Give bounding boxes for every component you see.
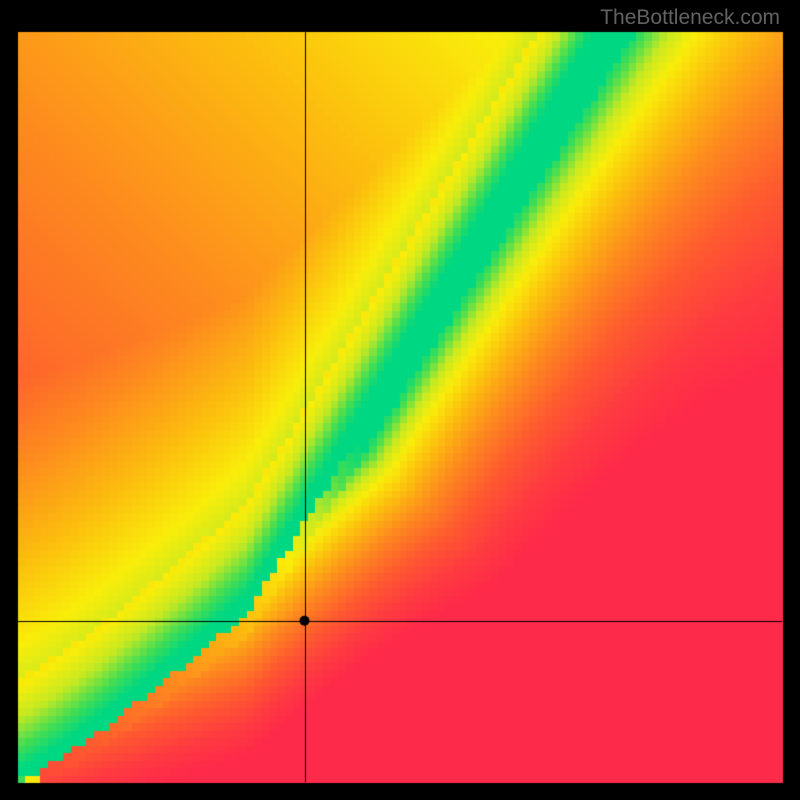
watermark-text: TheBottleneck.com (600, 6, 780, 30)
chart-container: TheBottleneck.com (0, 0, 800, 800)
crosshair-overlay (0, 0, 800, 800)
